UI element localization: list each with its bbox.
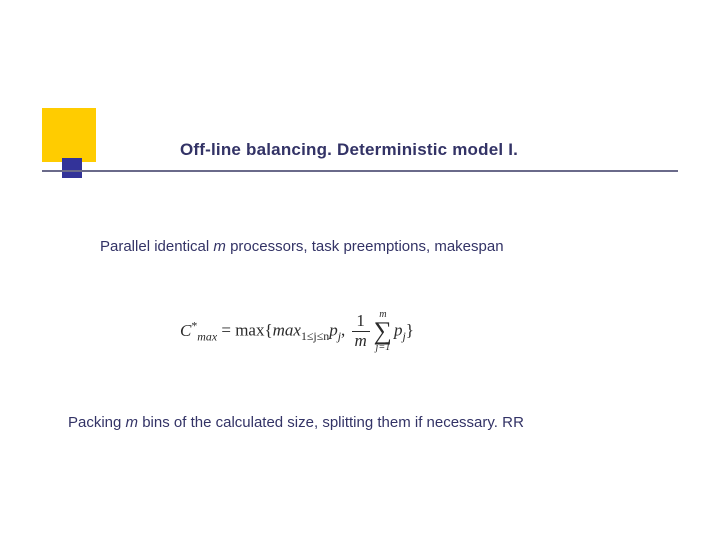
- f-frac-num: 1: [352, 312, 370, 332]
- body-line-2: Packing m bins of the calculated size, s…: [68, 414, 524, 431]
- line1-pre: Parallel identical: [100, 238, 213, 255]
- f-arg1-p: p: [329, 321, 338, 340]
- formula: C*max = max{max1≤j≤npj, 1mm∑j=1pj}: [180, 310, 414, 353]
- line2-var-m: m: [126, 414, 139, 431]
- f-sum-bot: j=1: [374, 343, 392, 353]
- line1-post: processors, task preemptions, makespan: [226, 238, 504, 255]
- f-arg1-max: max: [273, 321, 301, 340]
- f-eq: = max{: [221, 321, 272, 340]
- f-arg1-range: 1≤j≤n: [301, 329, 329, 343]
- line2-pre: Packing: [68, 414, 126, 431]
- line2-rr: RR: [502, 414, 524, 431]
- title-rule: [42, 170, 678, 172]
- f-frac: 1m: [352, 312, 370, 350]
- slide-title: Off-line balancing. Deterministic model …: [180, 140, 518, 160]
- f-sum: m∑j=1: [374, 310, 392, 353]
- f-close: }: [406, 321, 414, 340]
- slide: Off-line balancing. Deterministic model …: [0, 0, 720, 540]
- f-C: C: [180, 321, 191, 340]
- line2-mid: bins of the calculated size, splitting t…: [138, 414, 502, 431]
- f-frac-den: m: [352, 332, 370, 351]
- body-line-1: Parallel identical m processors, task pr…: [100, 238, 504, 255]
- f-comma: ,: [341, 321, 350, 340]
- formula-lhs: C*max: [180, 321, 221, 340]
- f-sub: max: [197, 329, 217, 343]
- line1-var-m: m: [213, 238, 226, 255]
- accent-square: [42, 108, 96, 162]
- f-sum-sigma: ∑: [374, 320, 392, 343]
- accent-blue-square: [62, 158, 82, 178]
